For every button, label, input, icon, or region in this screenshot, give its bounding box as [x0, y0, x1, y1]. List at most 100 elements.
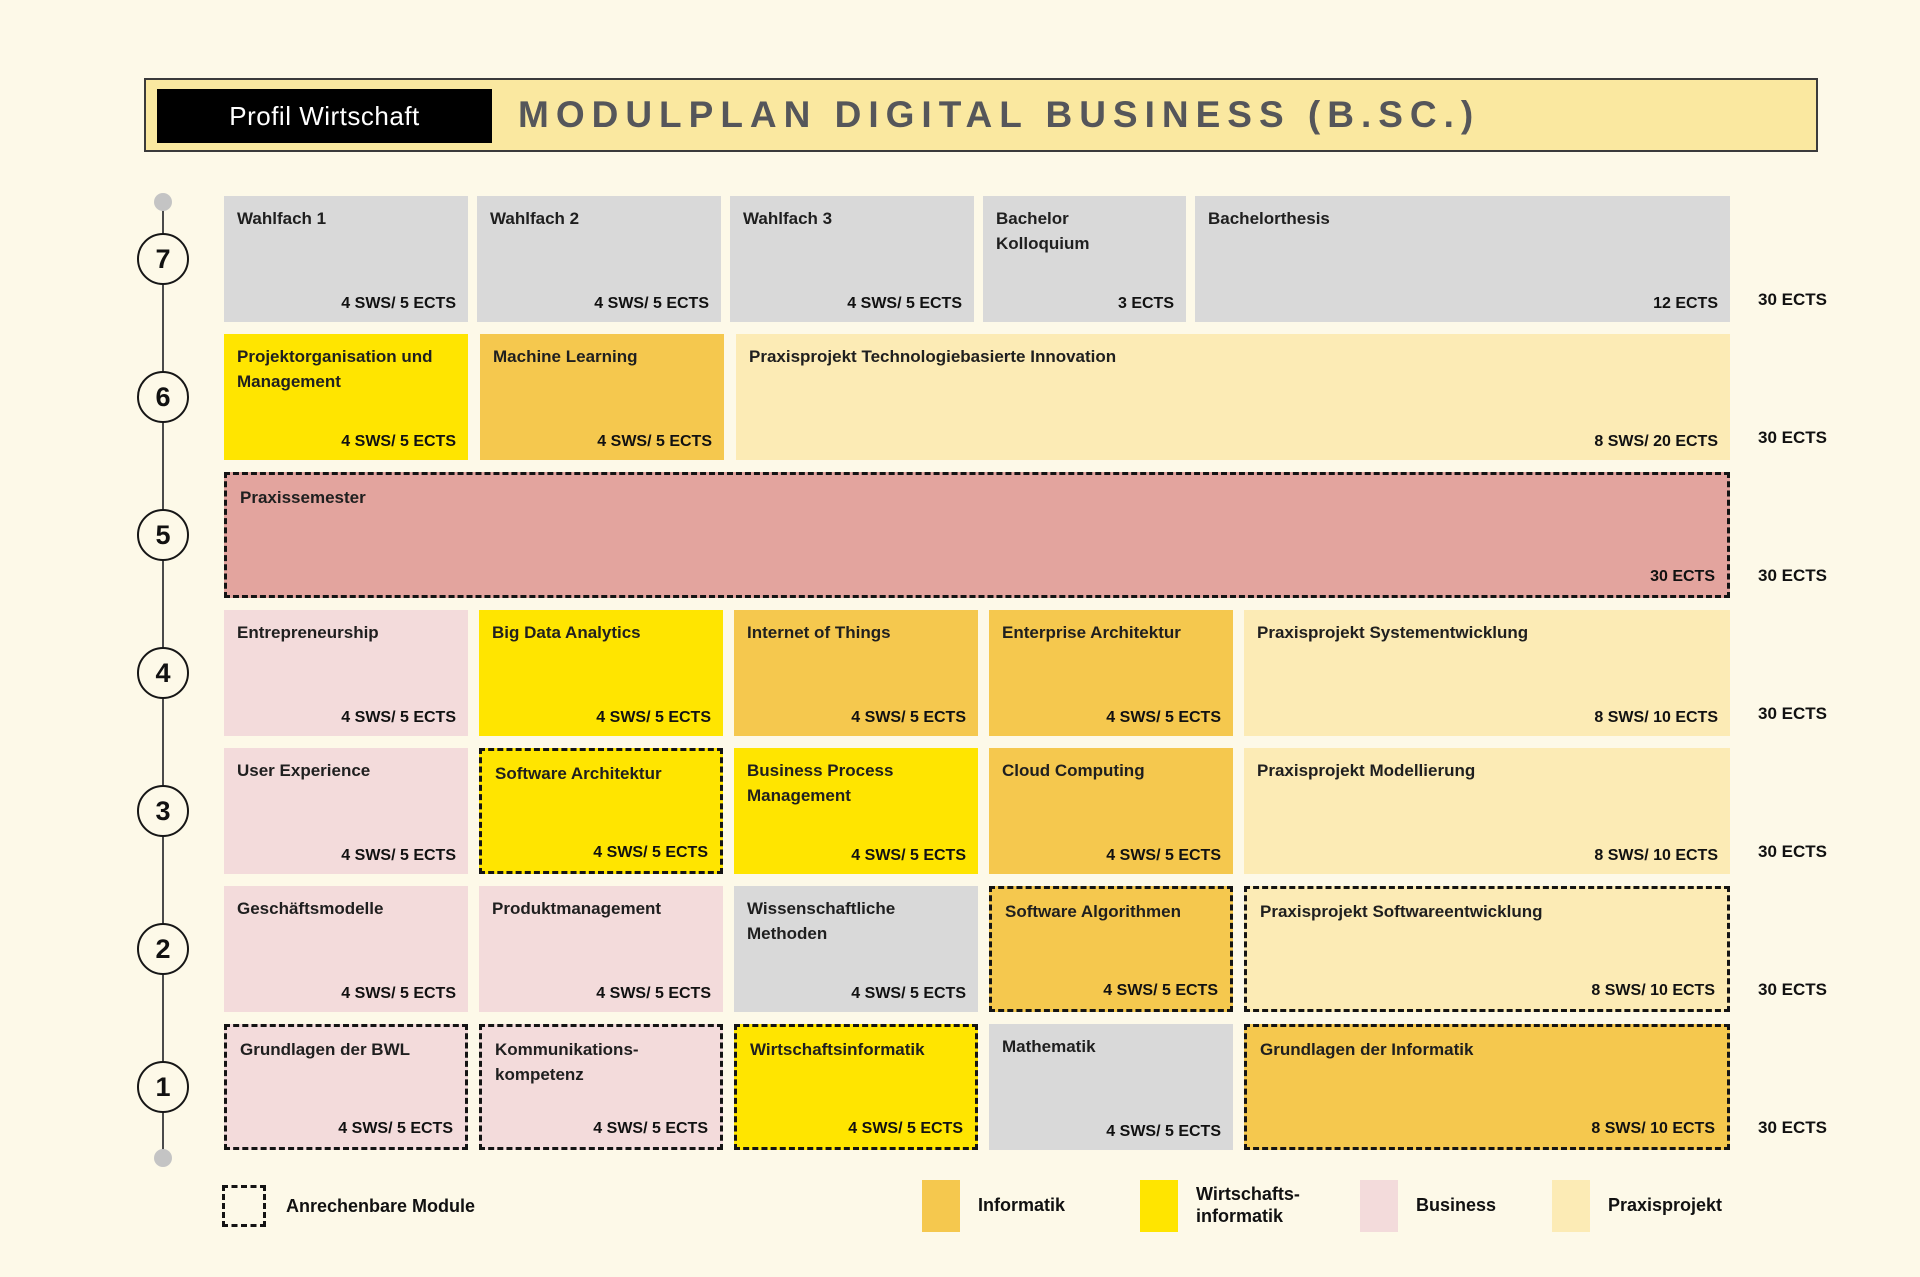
semester-circle-7: 7: [137, 233, 189, 285]
module-software-algorithmen: Software Algorithmen 4 SWS/ 5 ECTS: [989, 886, 1233, 1012]
module-title: Wahlfach 3: [743, 209, 833, 228]
module-praxisprojekt-softwareentwicklung: Praxisprojekt Softwareentwicklung 8 SWS/…: [1244, 886, 1730, 1012]
module-enterprise-architektur: Enterprise Architektur 4 SWS/ 5 ECTS: [989, 610, 1233, 736]
module-ects: 4 SWS/ 5 ECTS: [596, 709, 711, 726]
module-ects: 4 SWS/ 5 ECTS: [1103, 982, 1218, 999]
module-ects: 4 SWS/ 5 ECTS: [847, 295, 962, 312]
module-ects: 3 ECTS: [1117, 295, 1174, 312]
timeline-dot-bottom: [154, 1149, 172, 1167]
module-title: Praxisprojekt Modellierung: [1257, 761, 1476, 780]
module-ects: 4 SWS/ 5 ECTS: [593, 844, 708, 861]
page-title: MODULPLAN DIGITAL BUSINESS (B.SC.): [518, 94, 1481, 135]
module-praxisprojekt-innovation: Praxisprojekt Technologiebasierte Innova…: [736, 334, 1730, 460]
module-business-process-management: Business Process Management 4 SWS/ 5 ECT…: [734, 748, 978, 874]
semester-row-5: Praxissemester 30 ECTS 30 ECTS: [224, 472, 1827, 598]
module-projektorganisation: Projektorganisation und Management 4 SWS…: [224, 334, 468, 460]
module-ects: 8 SWS/ 10 ECTS: [1594, 847, 1718, 864]
module-title: Mathematik: [1002, 1037, 1096, 1056]
semester-circle-2: 2: [137, 923, 189, 975]
module-ects: 12 ECTS: [1653, 295, 1718, 312]
semester-row-7: Wahlfach 1 4 SWS/ 5 ECTS Wahlfach 2 4 SW…: [224, 196, 1827, 322]
module-ects: 4 SWS/ 5 ECTS: [1106, 1123, 1221, 1140]
semester-row-4: Entrepreneurship 4 SWS/ 5 ECTS Big Data …: [224, 610, 1827, 736]
semester-total-ects: 30 ECTS: [1758, 704, 1827, 723]
module-title: Kommunikations-kompetenz: [495, 1040, 639, 1084]
module-ects: 4 SWS/ 5 ECTS: [596, 985, 711, 1002]
module-title: User Experience: [237, 761, 371, 780]
module-mathematik: Mathematik 4 SWS/ 5 ECTS: [989, 1024, 1233, 1150]
semester-total-ects: 30 ECTS: [1758, 842, 1827, 861]
semester-row-3: User Experience 4 SWS/ 5 ECTS Software A…: [224, 748, 1827, 874]
module-title: Geschäftsmodelle: [237, 899, 384, 918]
module-ects: 4 SWS/ 5 ECTS: [851, 709, 966, 726]
legend-label: Praxisprojekt: [1608, 1195, 1723, 1216]
module-wissenschaftliche-methoden: Wissenschaftliche Methoden 4 SWS/ 5 ECTS: [734, 886, 978, 1012]
module-cloud-computing: Cloud Computing 4 SWS/ 5 ECTS: [989, 748, 1233, 874]
semester-circle-4: 4: [137, 647, 189, 699]
module-ects: 4 SWS/ 5 ECTS: [593, 1120, 708, 1137]
module-title: Big Data Analytics: [492, 623, 641, 642]
module-kommunikationskompetenz: Kommunikations-kompetenz 4 SWS/ 5 ECTS: [479, 1024, 723, 1150]
profile-badge: Profil Wirtschaft: [157, 89, 492, 143]
module-praxisprojekt-systementwicklung: Praxisprojekt Systementwicklung 8 SWS/ 1…: [1244, 610, 1730, 736]
module-grid: Wahlfach 1 4 SWS/ 5 ECTS Wahlfach 2 4 SW…: [224, 196, 1827, 1162]
legend-label: Informatik: [978, 1195, 1066, 1216]
module-title: Wirtschaftsinformatik: [750, 1040, 925, 1059]
semester-row-1: Grundlagen der BWL 4 SWS/ 5 ECTS Kommuni…: [224, 1024, 1827, 1150]
semester-circle-5: 5: [137, 509, 189, 561]
module-ects: 4 SWS/ 5 ECTS: [341, 709, 456, 726]
legend: Anrechenbare Module Informatik Wirtschaf…: [0, 1178, 1920, 1234]
module-grundlagen-informatik: Grundlagen der Informatik 8 SWS/ 10 ECTS: [1244, 1024, 1730, 1150]
module-title: Entrepreneurship: [237, 623, 379, 642]
module-title: Wahlfach 1: [237, 209, 327, 228]
legend-swatch-praxisprojekt: [1552, 1180, 1590, 1232]
module-ects: 4 SWS/ 5 ECTS: [851, 985, 966, 1002]
semester-total-ects: 30 ECTS: [1758, 290, 1827, 309]
module-internet-of-things: Internet of Things 4 SWS/ 5 ECTS: [734, 610, 978, 736]
module-ects: 4 SWS/ 5 ECTS: [848, 1120, 963, 1137]
module-title: Machine Learning: [493, 347, 638, 366]
legend-swatch-business: [1360, 1180, 1398, 1232]
module-ects: 8 SWS/ 10 ECTS: [1591, 1120, 1715, 1137]
semester-row-6: Projektorganisation und Management 4 SWS…: [224, 334, 1827, 460]
module-user-experience: User Experience 4 SWS/ 5 ECTS: [224, 748, 468, 874]
module-title: Internet of Things: [747, 623, 891, 642]
module-title: Bachelor Kolloquium: [996, 209, 1090, 253]
module-title: Grundlagen der Informatik: [1260, 1040, 1474, 1059]
semester-circle-6: 6: [137, 371, 189, 423]
module-title: Bachelorthesis: [1208, 209, 1330, 228]
module-title: Praxissemester: [240, 488, 366, 507]
module-wahlfach-1: Wahlfach 1 4 SWS/ 5 ECTS: [224, 196, 468, 322]
semester-total-ects: 30 ECTS: [1758, 566, 1827, 585]
module-ects: 8 SWS/ 10 ECTS: [1594, 709, 1718, 726]
module-title: Produktmanagement: [492, 899, 662, 918]
module-wahlfach-2: Wahlfach 2 4 SWS/ 5 ECTS: [477, 196, 721, 322]
module-title: Grundlagen der BWL: [240, 1040, 410, 1059]
module-ects: 8 SWS/ 20 ECTS: [1594, 433, 1718, 450]
module-ects: 4 SWS/ 5 ECTS: [594, 295, 709, 312]
module-ects: 4 SWS/ 5 ECTS: [1106, 847, 1221, 864]
semester-total-ects: 30 ECTS: [1758, 428, 1827, 447]
timeline-dot-top: [154, 193, 172, 211]
module-ects: 8 SWS/ 10 ECTS: [1591, 982, 1715, 999]
module-wirtschaftsinformatik: Wirtschaftsinformatik 4 SWS/ 5 ECTS: [734, 1024, 978, 1150]
module-title: Praxisprojekt Softwareentwicklung: [1260, 902, 1543, 921]
semester-circle-3: 3: [137, 785, 189, 837]
module-software-architektur: Software Architektur 4 SWS/ 5 ECTS: [479, 748, 723, 874]
module-title: Wissenschaftliche Methoden: [747, 899, 896, 943]
legend-swatch-wirtschaftsinformatik: [1140, 1180, 1178, 1232]
module-ects: 4 SWS/ 5 ECTS: [597, 433, 712, 450]
module-wahlfach-3: Wahlfach 3 4 SWS/ 5 ECTS: [730, 196, 974, 322]
legend-anrechenbar-label: Anrechenbare Module: [286, 1195, 476, 1216]
header-band: Profil Wirtschaft MODULPLAN DIGITAL BUSI…: [144, 78, 1818, 152]
module-title: Enterprise Architektur: [1002, 623, 1181, 642]
module-ects: 4 SWS/ 5 ECTS: [851, 847, 966, 864]
module-bachelor-kolloquium: Bachelor Kolloquium 3 ECTS: [983, 196, 1186, 322]
module-title: Praxisprojekt Systementwicklung: [1257, 623, 1529, 642]
module-praxissemester: Praxissemester 30 ECTS: [224, 472, 1730, 598]
module-title: Wahlfach 2: [490, 209, 580, 228]
module-ects: 4 SWS/ 5 ECTS: [341, 985, 456, 1002]
module-grundlagen-bwl: Grundlagen der BWL 4 SWS/ 5 ECTS: [224, 1024, 468, 1150]
module-entrepreneurship: Entrepreneurship 4 SWS/ 5 ECTS: [224, 610, 468, 736]
module-title: Projektorganisation und Management: [237, 347, 433, 391]
